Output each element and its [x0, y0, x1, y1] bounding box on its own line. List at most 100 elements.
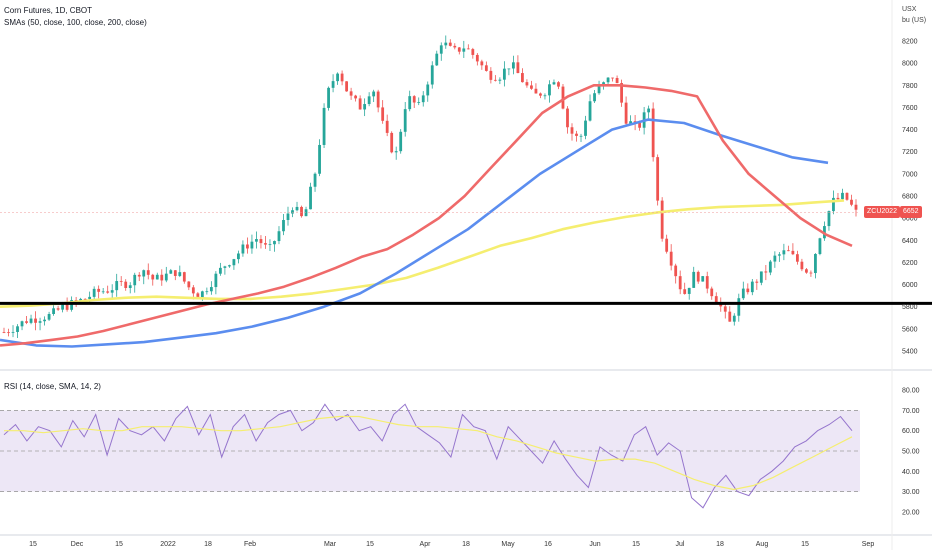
candle [255, 239, 258, 242]
candle [764, 271, 768, 273]
candle [656, 157, 660, 201]
candle [259, 239, 263, 244]
candle [322, 107, 326, 145]
candle [827, 211, 831, 227]
time-tick-label: May [501, 541, 515, 548]
candle [665, 238, 669, 252]
candle [155, 274, 159, 280]
time-tick-label: Jul [676, 541, 685, 548]
candle [124, 281, 128, 289]
rsi-tick-label: 50.00 [902, 449, 920, 456]
candle [683, 289, 687, 294]
candle [268, 244, 272, 246]
candle [286, 213, 290, 221]
candle [687, 287, 691, 294]
candle [412, 96, 416, 103]
candle [521, 73, 524, 83]
rsi-ma-line [4, 415, 853, 491]
candle [291, 210, 294, 214]
price-tick-label: 7600 [902, 105, 918, 112]
candle [579, 135, 583, 137]
candle [309, 186, 312, 210]
candle [273, 241, 276, 245]
candle [367, 96, 371, 105]
candle [746, 288, 750, 293]
candle [137, 274, 141, 277]
candle [421, 95, 425, 103]
candle [638, 122, 642, 128]
candle [489, 70, 493, 80]
candle [660, 200, 664, 239]
candle [250, 241, 254, 249]
candle [566, 108, 569, 128]
candle [773, 255, 777, 262]
candle [611, 77, 614, 79]
candle [264, 243, 267, 245]
rsi-tick-label: 80.00 [902, 388, 920, 395]
candle [376, 91, 380, 108]
candle [218, 267, 222, 274]
candle [705, 276, 709, 289]
candle [814, 253, 817, 274]
candle [507, 68, 511, 70]
time-tick-label: Aug [756, 541, 769, 548]
candle [597, 86, 601, 94]
candle [214, 273, 218, 288]
candle [115, 281, 119, 291]
candle [615, 78, 619, 84]
candle [336, 73, 339, 82]
candle [498, 79, 502, 81]
candle [647, 108, 651, 113]
candle [457, 47, 461, 52]
candle [151, 274, 155, 280]
candle [282, 220, 285, 232]
candle [300, 206, 303, 217]
time-tick-label: Dec [71, 541, 84, 548]
candle [575, 133, 578, 136]
candle [845, 192, 849, 200]
candle [205, 291, 209, 293]
candle [318, 144, 321, 174]
candle [363, 104, 367, 110]
price-tick-label: 6400 [902, 238, 918, 245]
candle [232, 259, 236, 266]
candle [381, 107, 385, 121]
candle [777, 254, 781, 256]
candle [606, 77, 610, 83]
candle [570, 127, 574, 134]
candle [462, 48, 466, 52]
candle [561, 86, 565, 109]
candle [435, 53, 439, 66]
candle [475, 54, 479, 62]
candle [29, 318, 33, 323]
candle [43, 319, 46, 322]
time-tick-label: Feb [244, 541, 256, 548]
candle [358, 98, 362, 110]
candle [200, 291, 204, 298]
candle [2, 332, 6, 333]
time-tick-label: 18 [462, 541, 470, 548]
candle [169, 270, 173, 274]
price-tick-label: 8000 [902, 61, 918, 68]
candle [741, 288, 745, 299]
candle [791, 250, 795, 255]
candle [805, 269, 808, 273]
candle [620, 83, 623, 103]
candle [7, 332, 10, 334]
candle [385, 120, 389, 133]
candle [701, 276, 705, 282]
time-tick-label: 16 [544, 541, 552, 548]
candle [674, 265, 678, 277]
candle [502, 68, 506, 80]
time-tick-label: Jun [589, 541, 600, 548]
candle [65, 304, 69, 310]
candle [768, 261, 772, 273]
candle [426, 84, 430, 96]
candle [732, 315, 736, 322]
candle [444, 42, 448, 46]
time-tick-label: 15 [115, 541, 123, 548]
candle [173, 270, 177, 276]
candle [439, 45, 443, 54]
candle [832, 197, 835, 212]
